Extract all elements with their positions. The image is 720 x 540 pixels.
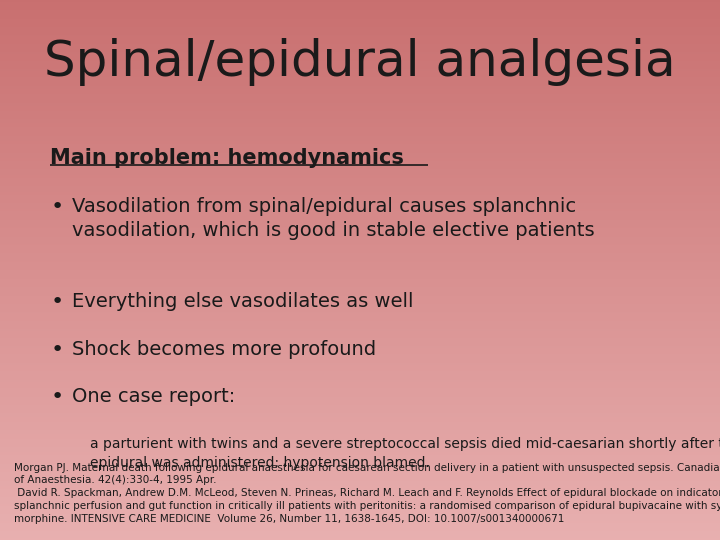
Text: •: • (50, 292, 63, 312)
Text: Everything else vasodilates as well: Everything else vasodilates as well (72, 292, 413, 311)
Text: •: • (50, 197, 63, 217)
Text: Main problem: hemodynamics: Main problem: hemodynamics (50, 148, 404, 168)
Text: Spinal/epidural analgesia: Spinal/epidural analgesia (44, 38, 676, 86)
Text: Vasodilation from spinal/epidural causes splanchnic
vasodilation, which is good : Vasodilation from spinal/epidural causes… (72, 197, 595, 240)
Text: One case report:: One case report: (72, 387, 235, 406)
Text: •: • (50, 387, 63, 407)
Text: Shock becomes more profound: Shock becomes more profound (72, 340, 376, 359)
Text: a parturient with twins and a severe streptococcal sepsis died mid-caesarian sho: a parturient with twins and a severe str… (90, 437, 720, 470)
Text: •: • (50, 340, 63, 360)
Text: Morgan PJ. Maternal death following epidural anaesthesia for caesarean section d: Morgan PJ. Maternal death following epid… (14, 463, 720, 524)
